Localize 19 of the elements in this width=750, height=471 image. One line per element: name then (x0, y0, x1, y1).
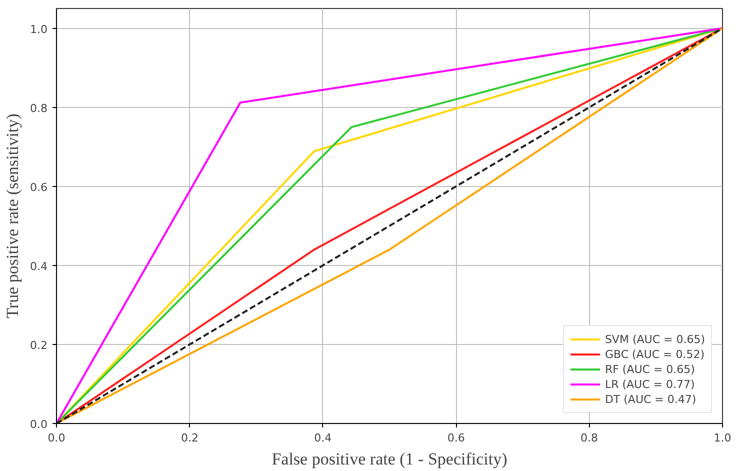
y-tick-label: 0.2 (30, 338, 48, 352)
y-tick-label: 0.4 (30, 260, 48, 273)
x-tick-label: 0.4 (314, 432, 332, 444)
x-tick-label: 0.2 (180, 432, 198, 444)
legend-label: SVM (AUC = 0.65) (604, 332, 705, 346)
x-axis-title: False positive rate (1 - Specificity) (272, 450, 508, 468)
y-tick-label: 0.0 (30, 418, 48, 431)
y-tick-label: 1.0 (30, 22, 48, 36)
x-tick-label: 1.0 (714, 432, 732, 444)
legend-label: RF (AUC = 0.65) (604, 362, 695, 376)
y-axis-title: True positive rate (sensitivity) (3, 114, 22, 318)
x-tick-label: 0.6 (447, 432, 465, 444)
y-tick-label: 0.8 (30, 102, 48, 115)
x-tick-label: 0.8 (580, 432, 598, 444)
legend-label: GBC (AUC = 0.52) (604, 347, 705, 361)
legend-label: DT (AUC = 0.47) (604, 392, 696, 406)
legend-label: LR (AUC = 0.77) (604, 377, 695, 391)
x-tick-label: 0.0 (48, 432, 66, 444)
y-tick-label: 0.6 (30, 180, 48, 194)
